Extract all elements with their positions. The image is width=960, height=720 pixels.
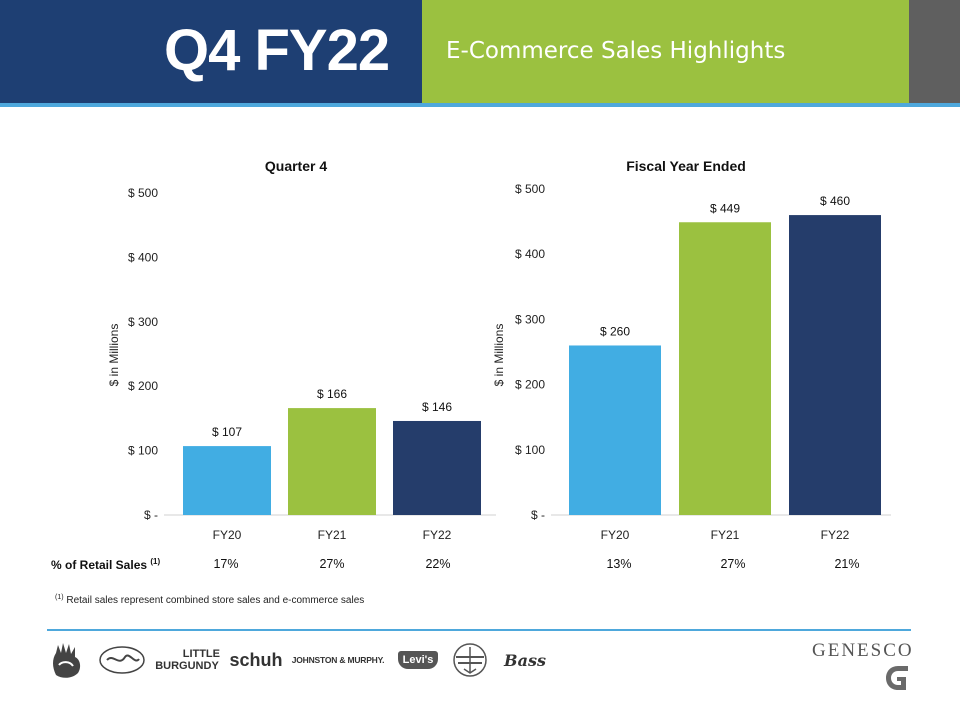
header-navy-block [0,0,422,103]
fy-category-label: FY21 [711,528,740,542]
fy-data-label: $ 449 [710,201,740,215]
header-rule [0,103,960,107]
q4-ytick-label: $ 400 [128,250,158,264]
journeys-hand-logo [46,640,90,680]
fiscal-year-chart: Fiscal Year Ended $ in Millions $ - $ 100 $ … [485,150,905,555]
little-burgundy-logo: LITTLE BURGUNDY [154,640,220,680]
johnston-murphy-logo: JOHNSTON & MURPHY. [291,655,385,665]
retail-pct-label-text: % of Retail Sales [51,558,148,572]
fy-bar [789,215,881,515]
q4-data-label: $ 107 [212,425,242,439]
fy-ytick-label: $ 400 [515,247,545,261]
page-subtitle: E-Commerce Sales Highlights [446,38,786,64]
fy-ytick-label: $ 200 [515,378,545,392]
retail-pct-label: % of Retail Sales (1) [51,557,160,572]
fy-ytick-label: $ - [531,508,545,522]
fy-ytick-label: $ 100 [515,443,545,457]
q4-ytick-label: $ 300 [128,315,158,329]
schuh-logo: schuh [229,649,283,670]
fy-ytick-label: $ 500 [515,182,545,196]
retail-pct-fy-fy21: 27% [720,557,746,571]
fy-category-label: FY22 [821,528,850,542]
retail-pct-fy-fy20: 13% [606,557,632,571]
retail-pct-q4-fy21: 27% [319,557,345,571]
q4-ytick-label: $ 500 [128,186,158,200]
footnote-sup: (1) [55,594,64,601]
fy-bar [569,345,661,515]
footnote-text: Retail sales represent combined store sa… [66,595,365,606]
footer-rule [47,629,911,631]
q4-ylabel: $ in Millions [107,324,121,387]
retail-pct-q4-fy20: 17% [213,557,239,571]
fy-data-label: $ 460 [820,194,850,208]
dockers-logo [448,640,492,680]
q4-bar [183,446,271,515]
header-banner: Q4 FY22 E-Commerce Sales Highlights [0,0,960,107]
header-green-block [422,0,909,103]
q4-category-label: FY21 [318,528,347,542]
q4-data-label: $ 166 [317,387,347,401]
q4-bar [288,408,376,515]
fy-ytick-label: $ 300 [515,312,545,326]
retail-pct-q4-fy22: 22% [425,557,451,571]
fy-data-label: $ 260 [600,324,630,338]
quarter-4-chart: Quarter 4 $ in Millions $ - $ 100 $ 200 $ 300… [100,150,500,555]
q4-ytick-label: $ 200 [128,379,158,393]
q4-ytick-label: $ 100 [128,444,158,458]
fy-bar [679,222,771,515]
q4-ytick-label: $ - [144,508,158,522]
page-title: Q4 FY22 [164,18,390,83]
q4-category-label: FY22 [423,528,452,542]
header-gray-block [909,0,960,103]
fy-category-label: FY20 [601,528,630,542]
retail-pct-label-sup: (1) [150,557,161,566]
genesco-g-icon [884,664,912,692]
levis-logo-text: Levi's [397,651,439,669]
little-burgundy-line1: LITTLE [182,648,220,660]
brand-logo-strip: LITTLE BURGUNDY schuh JOHNSTON & MURPHY.… [46,640,556,680]
q4-bar [393,420,481,515]
genesco-logo-text: GENESCO [812,640,914,661]
fy-title: Fiscal Year Ended [626,158,746,174]
bass-logo: Bass [504,650,546,670]
q4-title: Quarter 4 [265,158,327,174]
retail-pct-fy-fy22: 21% [834,557,860,571]
q4-category-label: FY20 [213,528,242,542]
footnote: (1) Retail sales represent combined stor… [55,594,364,606]
fy-ylabel: $ in Millions [492,324,506,387]
q4-data-label: $ 146 [422,400,452,414]
levis-logo: Levi's [396,640,440,680]
journeys-kidz-logo [98,640,146,680]
little-burgundy-line2: BURGUNDY [155,660,219,672]
